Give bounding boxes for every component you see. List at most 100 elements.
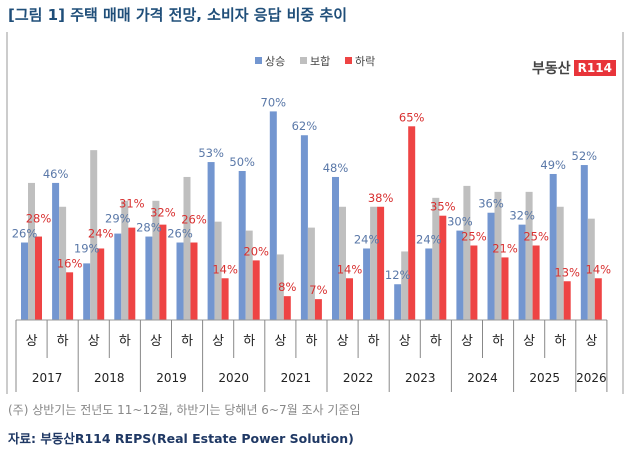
bar-상승 [518, 224, 526, 320]
logo-text: 부동산 [532, 61, 571, 77]
bar-보합 [401, 251, 409, 320]
bar-보합 [245, 230, 253, 320]
data-label: 26% [181, 213, 207, 227]
data-label: 24% [416, 232, 442, 246]
data-label: 25% [461, 230, 487, 244]
bar-보합 [587, 218, 595, 320]
bar-보합 [28, 182, 35, 320]
data-label: 12% [385, 268, 411, 282]
bar-상승 [207, 162, 215, 320]
half-label: 하 [305, 334, 317, 349]
data-label: 32% [150, 206, 176, 220]
data-label: 28% [26, 212, 52, 226]
bar-하락 [190, 242, 198, 320]
half-label: 상 [88, 334, 100, 349]
half-label: 하 [57, 334, 69, 349]
data-label: 35% [430, 200, 456, 214]
bar-하락 [594, 278, 602, 320]
legend-label: 보합 [310, 55, 330, 68]
half-label: 상 [523, 334, 535, 349]
bar-하락 [35, 236, 42, 320]
bar-상승 [145, 236, 153, 320]
data-label: 52% [572, 149, 598, 163]
year-label: 2024 [467, 371, 498, 385]
half-label: 상 [461, 334, 473, 349]
bar-하락 [128, 227, 136, 320]
half-label: 상 [399, 334, 411, 349]
bar-하락 [252, 260, 260, 320]
data-label: 26% [167, 227, 193, 241]
bar-보합 [90, 150, 98, 320]
bar-하락 [314, 299, 322, 320]
bar-보합 [370, 206, 378, 320]
data-label: 16% [57, 256, 83, 270]
data-label: 21% [492, 241, 518, 255]
bar-보합 [525, 191, 533, 320]
half-label: 상 [274, 334, 286, 349]
bar-상승 [456, 230, 464, 320]
data-label: 48% [323, 161, 349, 175]
data-label: 20% [243, 244, 269, 258]
logo-badge: R114 [573, 60, 616, 76]
bar-상승 [549, 173, 557, 320]
half-label: 하 [368, 334, 380, 349]
data-label: 31% [119, 197, 145, 211]
bar-하락 [159, 224, 167, 320]
bar-보합 [463, 185, 471, 320]
half-label: 하 [492, 334, 504, 349]
data-label: 25% [523, 230, 549, 244]
bar-하락 [346, 278, 353, 320]
data-label: 8% [278, 280, 296, 294]
year-label: 2025 [529, 371, 560, 385]
data-label: 49% [540, 158, 566, 172]
data-label: 24% [354, 232, 380, 246]
bar-하락 [408, 126, 416, 320]
bar-하락 [283, 296, 291, 320]
year-label: 2017 [32, 371, 63, 385]
half-label: 하 [554, 334, 566, 349]
bar-하락 [221, 278, 229, 320]
half-label: 상 [585, 334, 597, 349]
bar-보합 [339, 206, 346, 320]
data-label: 38% [368, 191, 394, 205]
bar-상승 [580, 165, 588, 320]
footnote: (주) 상반기는 전년도 11~12월, 하반기는 당해년 6~7월 조사 기준… [8, 403, 361, 417]
data-label: 14% [337, 262, 363, 276]
bar-보합 [183, 176, 191, 320]
legend-swatch [255, 57, 262, 64]
half-label: 상 [212, 334, 224, 349]
year-label: 2018 [94, 371, 125, 385]
bar-하락 [470, 245, 478, 320]
bar-상승 [52, 182, 60, 320]
data-label: 13% [554, 265, 580, 279]
half-label: 하 [119, 334, 131, 349]
chart-title: [그림 1] 주택 매매 가격 전망, 소비자 응답 비중 추이 [8, 6, 348, 24]
bar-보합 [556, 206, 564, 320]
data-label: 50% [229, 155, 255, 169]
data-label: 24% [88, 226, 114, 240]
bar-상승 [394, 284, 402, 320]
data-label: 19% [74, 241, 100, 255]
data-label: 53% [198, 146, 224, 160]
legend-swatch [300, 57, 307, 64]
half-label: 상 [150, 334, 162, 349]
bar-보합 [276, 254, 284, 320]
chart-frame [6, 32, 624, 394]
half-label: 상 [26, 334, 38, 349]
year-label: 2021 [281, 371, 312, 385]
bar-하락 [97, 248, 105, 320]
bar-상승 [114, 233, 122, 320]
bar-하락 [439, 215, 447, 320]
data-label: 70% [261, 95, 287, 109]
legend-label: 상승 [265, 55, 285, 68]
bar-보합 [494, 191, 502, 320]
data-label: 62% [292, 119, 318, 133]
source: 자료: 부동산R114 REPS(Real Estate Power Solut… [8, 431, 354, 446]
bar-보합 [307, 227, 315, 320]
bar-상승 [363, 248, 371, 320]
bar-상승 [300, 135, 308, 320]
bar-하락 [66, 272, 74, 320]
bar-보합 [432, 197, 440, 320]
bar-하락 [501, 257, 509, 320]
